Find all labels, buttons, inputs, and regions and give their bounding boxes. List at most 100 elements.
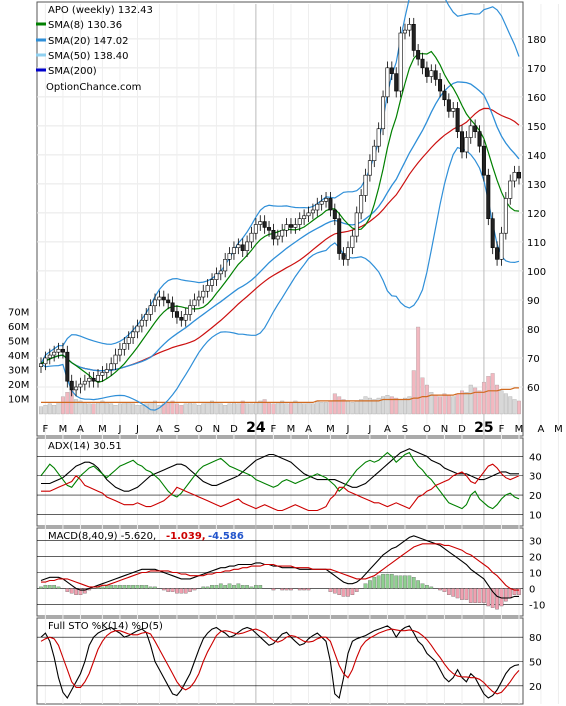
volume-bar xyxy=(188,402,193,415)
candle-body xyxy=(302,215,307,220)
candle-body xyxy=(508,180,513,199)
price-tick-label: 70 xyxy=(527,354,540,365)
x-tick-label: A xyxy=(156,424,163,435)
macd-histogram-bar xyxy=(188,588,192,592)
volume-bar xyxy=(389,396,394,415)
volume-bar xyxy=(210,400,214,415)
macd-histogram-bar xyxy=(166,588,171,592)
macd-histogram-bar xyxy=(512,588,517,595)
macd-histogram-bar xyxy=(332,588,337,594)
adx-tick-label: 10 xyxy=(529,510,542,521)
macd-histogram-bar xyxy=(148,586,153,589)
volume-bar xyxy=(139,405,144,415)
candle-body xyxy=(126,337,131,344)
x-tick-label: O xyxy=(195,424,203,435)
sto-title: Full STO %K(14) %D(5) xyxy=(48,621,163,632)
candle-body xyxy=(385,67,390,98)
candle-body xyxy=(188,305,193,315)
candle-body xyxy=(174,311,179,318)
x-tick-label: J xyxy=(135,424,139,435)
sto-tick-label: 50 xyxy=(529,658,542,669)
macd-histogram-bar xyxy=(508,588,513,599)
candle-body xyxy=(407,24,412,31)
legend-sma200-label: SMA(200) xyxy=(48,66,97,77)
macd-histogram-bar xyxy=(451,588,456,597)
volume-tick-label: 10M xyxy=(8,395,29,406)
volume-bar xyxy=(473,387,478,415)
volume-bar xyxy=(135,405,140,415)
macd-histogram-bar xyxy=(271,588,276,591)
volume-bar xyxy=(82,402,87,415)
macd-histogram-bar xyxy=(83,588,87,594)
candle-body xyxy=(424,67,429,77)
macd-histogram-bar xyxy=(517,588,521,595)
volume-bar xyxy=(381,396,386,415)
volume-bar xyxy=(438,396,443,415)
x-tick-label: J xyxy=(117,424,121,435)
volume-bar xyxy=(359,399,364,415)
x-tick-label: J xyxy=(367,424,371,435)
candle-body xyxy=(499,232,504,260)
x-tick-label: A xyxy=(305,424,312,435)
volume-bar xyxy=(227,403,232,415)
candle-body xyxy=(359,195,364,214)
candle-body xyxy=(280,230,285,237)
x-tick-label: O xyxy=(423,424,431,435)
price-title: APO (weekly) 132.43 xyxy=(48,5,153,16)
macd-histogram-bar xyxy=(372,577,377,589)
macd-histogram-bar xyxy=(218,583,223,589)
macd-histogram-bar xyxy=(65,588,70,592)
x-tick-label: F xyxy=(43,424,49,435)
volume-bar xyxy=(424,384,429,415)
x-tick-label: J xyxy=(345,424,349,435)
volume-bar xyxy=(420,377,425,415)
macd-histogram-bar xyxy=(354,588,359,592)
macd-signal-label: -1.039, xyxy=(166,531,206,542)
candle-body xyxy=(56,348,61,353)
candle-body xyxy=(78,383,83,388)
volume-bar xyxy=(341,399,346,415)
candle-body xyxy=(486,174,491,220)
macd-histogram-bar xyxy=(477,588,482,603)
volume-bar xyxy=(218,403,223,415)
volume-bar xyxy=(508,396,513,415)
candle-body xyxy=(52,351,57,356)
candle-body xyxy=(240,244,245,251)
macd-histogram-bar xyxy=(161,588,166,591)
volume-bar xyxy=(367,397,372,415)
candle-body xyxy=(473,125,478,132)
volume-bar xyxy=(183,403,188,415)
volume-bar xyxy=(74,399,79,415)
candle-body xyxy=(310,209,315,214)
volume-bar xyxy=(170,400,175,415)
macd-histogram-bar xyxy=(183,588,188,594)
macd-histogram-bar xyxy=(284,588,289,591)
volume-bar xyxy=(153,400,157,415)
macd-histogram-bar xyxy=(223,585,228,589)
x-tick-label: M xyxy=(287,424,296,435)
volume-bar xyxy=(223,405,228,415)
volume-bar xyxy=(411,370,416,415)
macd-histogram-bar xyxy=(455,588,460,599)
volume-bar xyxy=(337,396,342,415)
macd-histogram-bar xyxy=(416,580,420,589)
macd-histogram-bar xyxy=(240,585,245,589)
volume-bar xyxy=(486,376,491,415)
candle-body xyxy=(157,296,162,301)
volume-bar xyxy=(144,403,149,415)
volume-bar xyxy=(280,400,285,415)
candle-body xyxy=(324,198,329,202)
x-tick-label: A xyxy=(384,424,391,435)
price-tick-label: 180 xyxy=(527,35,546,46)
macd-histogram-bar xyxy=(254,585,258,589)
candle-body xyxy=(495,247,500,260)
macd-hist-label: -4.586 xyxy=(208,531,244,542)
volume-tick-label: 20M xyxy=(8,380,29,391)
volume-bar xyxy=(310,403,315,415)
macd-histogram-bar xyxy=(227,583,232,589)
candle-body xyxy=(100,372,105,376)
candle-body xyxy=(117,348,122,356)
candle-body xyxy=(345,247,350,260)
macd-histogram-bar xyxy=(394,575,399,589)
adx-di-line xyxy=(41,463,520,512)
